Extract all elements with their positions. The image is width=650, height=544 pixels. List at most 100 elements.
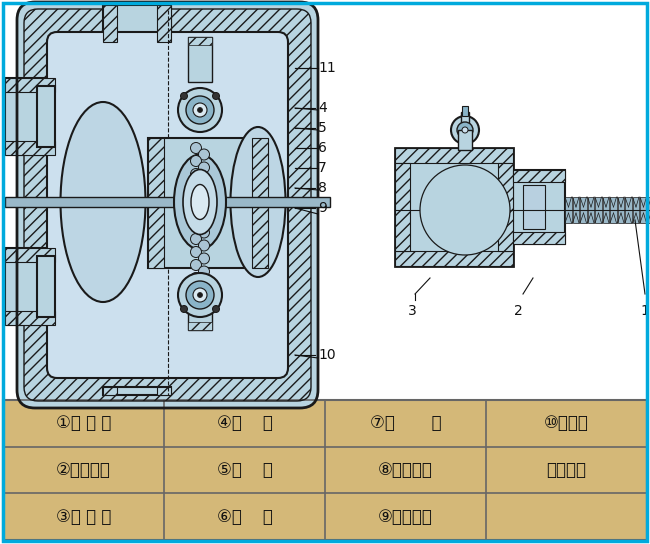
Text: 6: 6: [318, 141, 327, 155]
Circle shape: [190, 143, 202, 153]
Circle shape: [213, 92, 220, 100]
Bar: [103, 5, 117, 42]
Bar: [37, 256, 55, 317]
Bar: [157, 387, 171, 395]
Bar: [157, 5, 171, 42]
Bar: [188, 322, 212, 330]
Bar: [523, 185, 545, 229]
Circle shape: [198, 253, 209, 264]
Circle shape: [198, 149, 209, 160]
Circle shape: [178, 273, 222, 317]
Text: ⑨中间支架: ⑨中间支架: [378, 508, 433, 526]
Circle shape: [451, 196, 479, 224]
Circle shape: [198, 201, 209, 212]
Bar: [625, 197, 632, 223]
Text: ④圆    球: ④圆 球: [216, 415, 272, 432]
Bar: [3, 400, 647, 540]
Circle shape: [190, 169, 202, 180]
Text: 1: 1: [640, 304, 649, 318]
Circle shape: [198, 108, 203, 113]
Bar: [513, 170, 565, 244]
Circle shape: [463, 207, 467, 213]
Bar: [5, 311, 55, 325]
Text: ③配 气 阀: ③配 气 阀: [56, 508, 111, 526]
Bar: [462, 106, 468, 116]
Bar: [395, 163, 410, 251]
Bar: [5, 248, 55, 262]
Bar: [513, 170, 565, 182]
Bar: [618, 197, 624, 223]
Text: ⑩泵进口: ⑩泵进口: [544, 415, 589, 432]
Circle shape: [186, 96, 214, 124]
Circle shape: [457, 122, 473, 138]
Bar: [498, 163, 513, 251]
Bar: [103, 387, 171, 395]
Circle shape: [190, 156, 202, 166]
Text: 4: 4: [318, 101, 327, 115]
Circle shape: [441, 186, 489, 234]
Bar: [5, 78, 55, 92]
Bar: [148, 138, 268, 268]
Text: 9: 9: [318, 201, 327, 215]
Text: 3: 3: [408, 304, 417, 318]
Circle shape: [198, 162, 209, 173]
Bar: [461, 112, 469, 132]
Circle shape: [198, 266, 209, 277]
FancyBboxPatch shape: [47, 32, 288, 378]
Text: ⑪排气口: ⑪排气口: [547, 461, 586, 479]
Circle shape: [190, 233, 202, 244]
FancyBboxPatch shape: [17, 2, 318, 408]
Bar: [37, 86, 55, 147]
Text: 8: 8: [318, 181, 327, 195]
Circle shape: [190, 273, 202, 283]
Circle shape: [190, 259, 202, 270]
Bar: [148, 138, 164, 268]
Circle shape: [193, 103, 207, 117]
Bar: [580, 197, 586, 223]
Circle shape: [198, 227, 209, 238]
Circle shape: [198, 293, 203, 298]
Text: ⑤球    座: ⑤球 座: [216, 461, 272, 479]
Bar: [632, 197, 639, 223]
Circle shape: [198, 188, 209, 199]
Bar: [5, 197, 330, 207]
Text: 5: 5: [318, 121, 327, 135]
Bar: [588, 197, 594, 223]
Text: ⑧连杆铜套: ⑧连杆铜套: [378, 461, 433, 479]
Circle shape: [451, 116, 479, 144]
Text: 11: 11: [318, 61, 336, 75]
Bar: [103, 5, 171, 42]
Bar: [188, 37, 212, 45]
Bar: [252, 138, 268, 268]
Bar: [647, 197, 650, 223]
Bar: [5, 248, 55, 325]
Circle shape: [190, 207, 202, 219]
Ellipse shape: [60, 102, 146, 302]
Text: ⑥隔    膜: ⑥隔 膜: [216, 508, 272, 526]
Text: 10: 10: [318, 348, 335, 362]
Ellipse shape: [183, 170, 217, 234]
Ellipse shape: [231, 127, 285, 277]
Bar: [188, 37, 212, 82]
Bar: [603, 197, 609, 223]
Text: 7: 7: [318, 161, 327, 175]
Circle shape: [430, 175, 500, 245]
Bar: [640, 197, 647, 223]
Bar: [565, 197, 571, 223]
Circle shape: [186, 281, 214, 309]
Text: 2: 2: [514, 304, 523, 318]
Circle shape: [198, 240, 209, 251]
Circle shape: [190, 220, 202, 232]
Circle shape: [181, 306, 187, 312]
Circle shape: [190, 182, 202, 193]
Bar: [573, 197, 579, 223]
Circle shape: [190, 195, 202, 206]
Circle shape: [178, 88, 222, 132]
Bar: [395, 148, 513, 266]
Bar: [610, 197, 616, 223]
Ellipse shape: [191, 184, 209, 219]
Bar: [513, 232, 565, 244]
Circle shape: [198, 214, 209, 225]
Circle shape: [462, 127, 468, 133]
Bar: [395, 251, 513, 266]
